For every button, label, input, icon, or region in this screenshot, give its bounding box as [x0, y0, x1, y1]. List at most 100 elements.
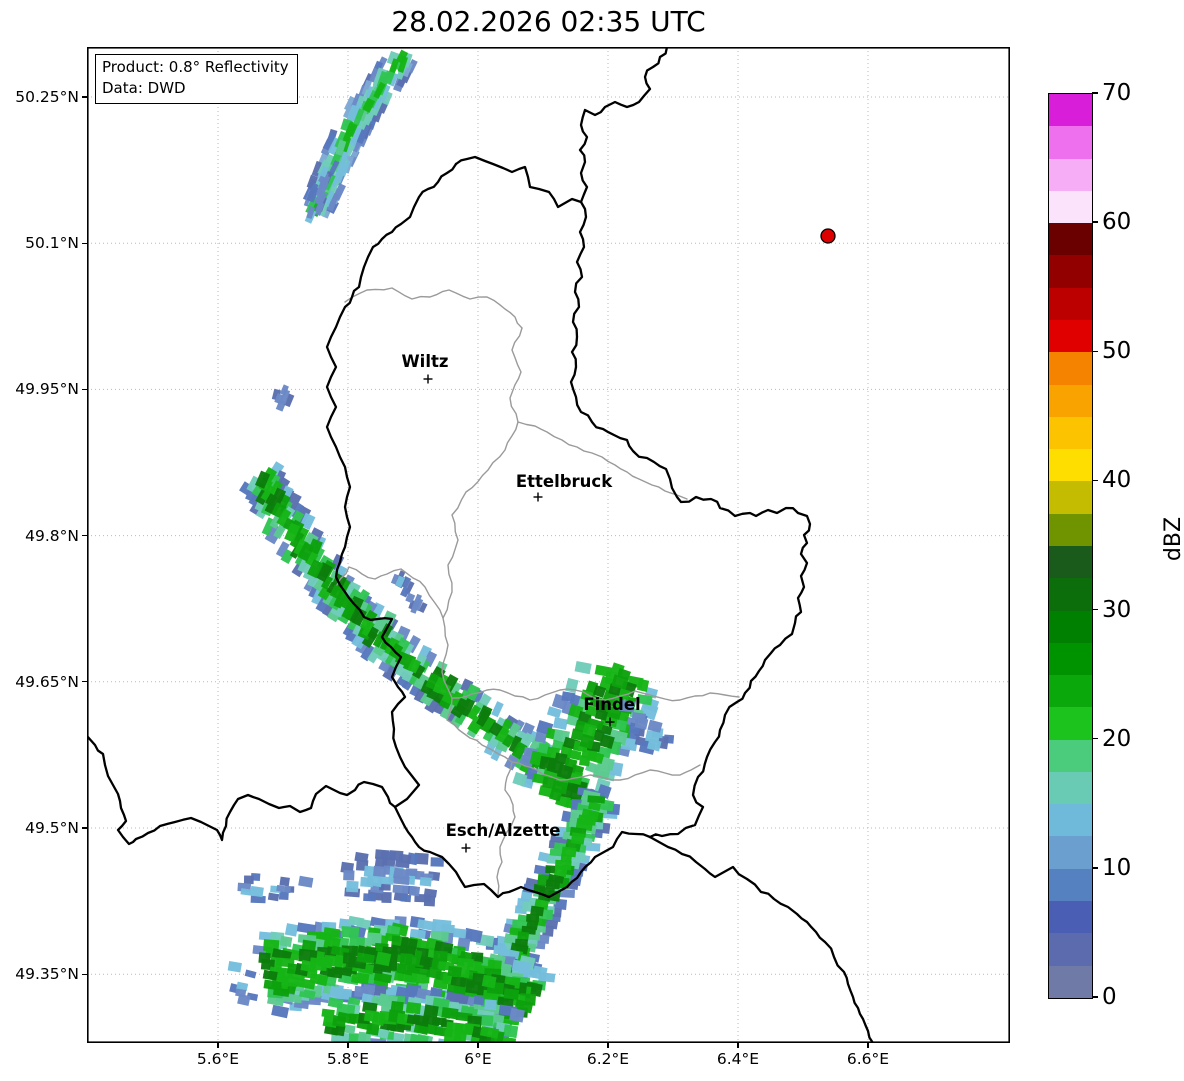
echo-cell — [534, 730, 548, 744]
echo-cell — [279, 389, 291, 405]
echo-cell — [357, 1031, 372, 1043]
x-axis-tick-mark — [607, 1043, 609, 1048]
y-axis-tick-mark — [82, 242, 87, 244]
echo-cell — [546, 706, 562, 719]
echo-cell — [319, 165, 330, 178]
radar-echo-layer — [227, 49, 675, 1043]
echo-cell — [379, 883, 391, 891]
y-axis-tick-mark — [82, 388, 87, 391]
echo-cell — [342, 952, 356, 965]
x-axis-tick-label: 5.8°E — [326, 1050, 370, 1068]
colorbar-tick-label: 10 — [1102, 854, 1132, 881]
echo-cell — [319, 202, 328, 217]
echo-cell — [360, 876, 374, 888]
echo-cell — [596, 783, 612, 799]
echo-cell — [551, 780, 569, 795]
echo-cell — [375, 951, 392, 967]
district-border-district-south — [496, 761, 516, 896]
echo-cell — [594, 709, 608, 721]
echo-cell — [306, 206, 316, 220]
echo-cell — [275, 541, 290, 558]
echo-cell — [449, 927, 467, 939]
echo-cell — [351, 93, 362, 109]
echo-cell — [388, 58, 400, 77]
echo-band-north-streak-tail — [304, 160, 340, 224]
country-border-east-border-our-sauer — [569, 47, 812, 839]
echo-cell — [566, 749, 582, 761]
echo-cell — [553, 898, 568, 911]
colorbar-segment — [1049, 481, 1092, 514]
echo-cell — [449, 690, 464, 708]
district-border-district-south-ettelbruck — [451, 688, 740, 702]
echo-cell — [342, 122, 356, 142]
echo-cell — [267, 892, 280, 902]
echo-cell — [318, 174, 331, 190]
echo-cell — [307, 182, 319, 199]
echo-cell — [479, 1025, 500, 1039]
echo-cell — [417, 919, 437, 932]
echo-cell — [405, 592, 416, 604]
city-marker — [605, 717, 615, 727]
y-axis-tick-label: 49.5°N — [25, 819, 79, 837]
echo-cell — [457, 957, 474, 968]
echo-cell — [309, 957, 328, 972]
echo-cell — [374, 849, 390, 860]
echo-cell — [392, 884, 409, 894]
echo-cell — [262, 969, 278, 981]
district-border-district-diekirch-east — [517, 421, 688, 500]
echo-cell — [405, 1001, 422, 1015]
echo-cell — [578, 755, 591, 767]
echo-cell — [409, 928, 426, 940]
colorbar-tick-mark — [1092, 221, 1098, 223]
colorbar-tick-label: 70 — [1102, 80, 1132, 106]
echo-cell — [279, 935, 293, 948]
district-borders — [336, 287, 740, 896]
echo-cell — [301, 939, 317, 953]
echo-band-south-blob-west-tip — [227, 961, 259, 1006]
echo-cell — [322, 189, 335, 208]
dbz-colorbar — [1048, 93, 1093, 999]
plot-frame — [87, 47, 1010, 1043]
echo-cell — [388, 850, 404, 861]
district-border-district-west — [336, 566, 444, 619]
district-border-district-luxembourg-city — [511, 761, 701, 781]
y-axis-tick-label: 49.35°N — [15, 965, 79, 984]
echo-cell — [418, 602, 428, 614]
echo-cell — [636, 693, 653, 706]
echo-cell — [334, 130, 348, 149]
echo-cell — [530, 905, 545, 917]
echo-cell — [430, 930, 449, 942]
city-marker — [533, 492, 543, 502]
echo-cell — [512, 771, 528, 787]
echo-cell — [362, 983, 376, 996]
echo-cell — [263, 979, 283, 991]
echo-cell — [373, 865, 387, 878]
echo-cell — [360, 643, 376, 662]
echo-cell — [240, 888, 252, 896]
echo-cell — [400, 894, 412, 903]
country-border-west-border — [325, 162, 458, 809]
echo-cell — [305, 551, 319, 567]
echo-cell — [372, 109, 383, 123]
map-plot-area: Product: 0.8° Reflectivity Data: DWD Wil… — [87, 47, 1010, 1043]
echo-cell — [579, 733, 595, 750]
echo-cell — [441, 1007, 459, 1020]
echo-cell — [366, 932, 382, 946]
echo-cell — [448, 680, 463, 696]
echo-cell — [467, 704, 482, 721]
echo-cell — [460, 698, 476, 718]
echo-cell — [330, 151, 342, 167]
colorbar-tick-label: 20 — [1102, 725, 1132, 752]
echo-cell — [276, 508, 292, 527]
colorbar-segment — [1049, 642, 1092, 676]
echo-cell — [497, 996, 515, 1007]
echo-band-west-dash — [390, 570, 428, 614]
colorbar-segment — [1049, 223, 1092, 256]
echo-cell — [362, 97, 376, 113]
echo-cell — [343, 870, 355, 881]
echo-cell — [400, 576, 412, 589]
echo-cell — [413, 672, 430, 691]
echo-cell — [353, 108, 365, 126]
echo-cell — [371, 1011, 386, 1027]
y-axis-tick-mark — [82, 681, 87, 683]
